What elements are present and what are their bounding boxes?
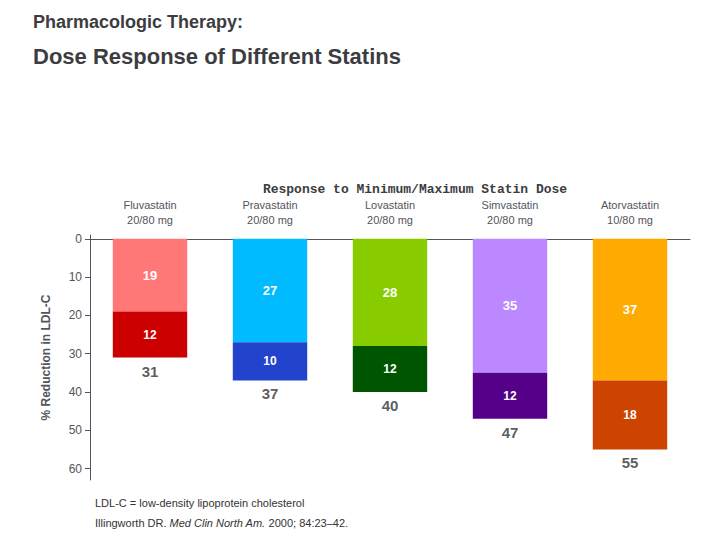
svg-text:Dose Response of Different Sta: Dose Response of Different Statins: [33, 44, 401, 69]
svg-text:0: 0: [75, 232, 82, 246]
svg-text:20/80 mg: 20/80 mg: [247, 214, 293, 226]
svg-text:12: 12: [383, 362, 397, 376]
svg-text:10: 10: [263, 354, 277, 368]
svg-text:12: 12: [503, 389, 517, 403]
svg-text:47: 47: [502, 424, 519, 441]
svg-text:20/80 mg: 20/80 mg: [367, 214, 413, 226]
svg-text:19: 19: [143, 268, 157, 283]
svg-text:30: 30: [69, 347, 83, 361]
svg-text:40: 40: [382, 397, 399, 414]
svg-text:37: 37: [623, 302, 637, 317]
svg-text:40: 40: [69, 385, 83, 399]
svg-text:Lovastatin: Lovastatin: [365, 199, 415, 211]
svg-text:60: 60: [69, 462, 83, 476]
svg-text:Simvastatin: Simvastatin: [482, 199, 539, 211]
svg-text:Illingworth DR.: Illingworth DR.: [95, 517, 170, 529]
svg-text:55: 55: [622, 454, 639, 471]
svg-text:Response to Minimum/Maximum St: Response to Minimum/Maximum Statin Dose: [263, 182, 567, 197]
svg-text:31: 31: [142, 363, 159, 380]
svg-text:35: 35: [503, 298, 517, 313]
svg-text:LDL-C = low-density lipoprotei: LDL-C = low-density lipoprotein choleste…: [95, 497, 304, 509]
svg-text:20: 20: [69, 308, 83, 322]
svg-text:Atorvastatin: Atorvastatin: [601, 199, 659, 211]
svg-text:12: 12: [143, 328, 157, 342]
svg-text:28: 28: [383, 285, 397, 300]
svg-text:20/80 mg: 20/80 mg: [127, 214, 173, 226]
svg-text:18: 18: [623, 408, 637, 422]
svg-text:Fluvastatin: Fluvastatin: [123, 199, 176, 211]
svg-text:50: 50: [69, 423, 83, 437]
svg-text:10/80 mg: 10/80 mg: [607, 214, 653, 226]
svg-text:Med Clin North Am.: Med Clin North Am.: [170, 517, 266, 529]
svg-text:Pravastatin: Pravastatin: [242, 199, 297, 211]
svg-text:Pharmacologic Therapy:: Pharmacologic Therapy:: [33, 12, 243, 32]
svg-text:% Reduction in LDL-C: % Reduction in LDL-C: [39, 294, 53, 420]
svg-text:37: 37: [262, 385, 279, 402]
svg-text:20/80 mg: 20/80 mg: [487, 214, 533, 226]
svg-text:27: 27: [263, 283, 277, 298]
svg-text:2000; 84:23–42.: 2000; 84:23–42.: [266, 517, 349, 529]
svg-text:10: 10: [69, 270, 83, 284]
